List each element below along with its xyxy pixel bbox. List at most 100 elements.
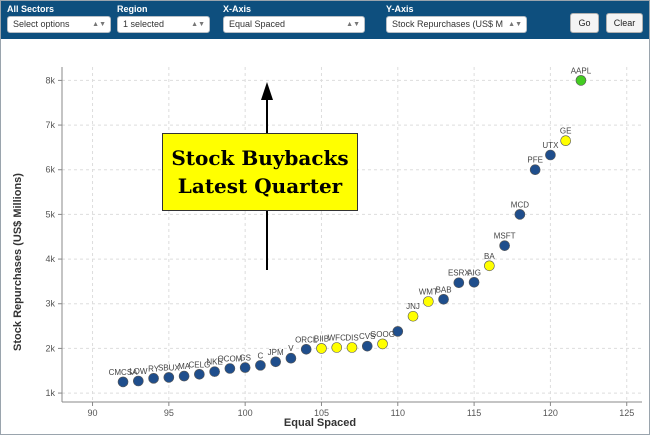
data-point <box>545 149 556 161</box>
point-label: ORCL <box>295 335 318 344</box>
data-point <box>148 373 159 384</box>
data-point <box>499 240 510 251</box>
x-tick-labels: 90 95 100 105 110 115 120 125 <box>88 408 635 418</box>
x-axis-filter-label: X-Axis <box>223 4 252 14</box>
point-label: QCOM <box>217 355 242 364</box>
region-filter: Region 1 selected ▲▼ <box>117 3 210 33</box>
point-label: MSFT <box>494 232 516 241</box>
go-button[interactable]: Go <box>570 13 599 33</box>
point-label: SBUX <box>158 363 180 372</box>
data-point <box>392 326 404 337</box>
y-tick-label: 3k <box>45 299 55 309</box>
data-point <box>346 342 358 353</box>
data-point <box>453 277 465 289</box>
annotation-line-1: Stock Buybacks <box>171 146 349 170</box>
point-label: BA <box>484 252 495 261</box>
clear-button[interactable]: Clear <box>606 13 643 33</box>
region-select-value: 1 selected <box>123 19 165 29</box>
x-tick-label: 100 <box>238 408 253 418</box>
x-tick-label: 95 <box>164 408 174 418</box>
point-label: MCD <box>511 200 529 209</box>
point-label: BIIB <box>314 334 329 343</box>
sector-select-value: Select options <box>13 19 70 29</box>
chevron-down-icon: ▲▼ <box>346 21 360 28</box>
point-label: WFC <box>328 334 346 343</box>
x-axis-select-value: Equal Spaced <box>229 19 286 29</box>
data-point <box>117 376 129 388</box>
x-tick-label: 90 <box>88 408 98 418</box>
data-point <box>285 352 297 364</box>
data-point <box>194 369 205 380</box>
data-point <box>575 75 587 86</box>
y-tick-label: 1k <box>45 388 55 398</box>
sector-filter-label: All Sectors <box>7 4 55 14</box>
data-point <box>484 260 495 272</box>
x-tick-label: 115 <box>467 408 481 418</box>
data-point <box>133 375 144 387</box>
y-tick-label: 8k <box>45 75 55 85</box>
point-label: GE <box>560 127 572 136</box>
y-axis-select-value: Stock Repurchases (US$ M <box>392 19 504 29</box>
point-label: JNJ <box>406 302 420 311</box>
y-axis-label: Stock Repurchases (US$ Millions) <box>12 173 24 351</box>
x-axis-select[interactable]: Equal Spaced ▲▼ <box>223 16 365 33</box>
y-tick-label: 4k <box>45 254 55 264</box>
point-label: GOOG <box>370 330 395 339</box>
point-label: AAPL <box>571 66 592 75</box>
chart-axes <box>58 67 642 406</box>
y-tick-label: 6k <box>45 165 55 175</box>
data-point <box>331 342 343 353</box>
point-label: BAB <box>436 285 452 294</box>
data-point <box>209 366 220 377</box>
point-label: RY <box>148 364 160 373</box>
data-point <box>316 343 327 354</box>
point-label: CMCSA <box>109 368 139 377</box>
data-point <box>514 209 526 220</box>
point-label: LOW <box>129 367 148 376</box>
y-tick-label: 7k <box>45 120 55 130</box>
y-tick-label: 2k <box>45 343 55 353</box>
sector-select[interactable]: Select options ▲▼ <box>7 16 111 33</box>
point-label: JPM <box>268 348 284 357</box>
data-point <box>361 340 373 352</box>
point-label: CELG <box>188 360 210 369</box>
data-point <box>255 360 266 371</box>
data-point <box>178 370 190 382</box>
x-tick-label: 110 <box>391 408 405 418</box>
point-label: CVS <box>359 332 375 341</box>
data-point <box>270 356 281 368</box>
chevron-down-icon: ▲▼ <box>508 21 522 28</box>
filter-toolbar: All Sectors Select options ▲▼ Region 1 s… <box>1 1 649 39</box>
x-tick-label: 105 <box>314 408 329 418</box>
chevron-down-icon: ▲▼ <box>191 21 205 28</box>
annotation-callout: Stock Buybacks Latest Quarter <box>162 133 358 211</box>
y-axis-select[interactable]: Stock Repurchases (US$ M ▲▼ <box>386 16 527 33</box>
data-point <box>438 293 449 305</box>
data-point <box>529 164 541 176</box>
point-label: C <box>258 351 264 360</box>
annotation-line-2: Latest Quarter <box>177 174 343 198</box>
sector-filter: All Sectors Select options ▲▼ <box>7 3 111 33</box>
point-label: MA <box>178 362 191 371</box>
data-point <box>468 276 480 288</box>
x-axis-label: Equal Spaced <box>284 417 356 429</box>
point-label: ESRX <box>448 269 470 278</box>
point-label: GS <box>239 354 251 363</box>
annotation-arrow-head <box>261 82 273 100</box>
scatter-chart: 90 95 100 105 110 115 120 125 1k2k3k4k5k6k7k8k … <box>12 66 642 429</box>
data-point <box>239 362 251 373</box>
point-label: V <box>288 344 294 353</box>
point-label: UTX <box>542 141 559 150</box>
point-label: DIS <box>345 334 358 343</box>
x-tick-label: 120 <box>543 408 558 418</box>
y-tick-labels: 1k 2k 3k 4k 5k 6k 7k 8k <box>45 75 55 398</box>
y-axis-filter-label: Y-Axis <box>386 4 414 14</box>
point-label: NKE <box>206 358 222 367</box>
point-label: WMT <box>419 288 438 297</box>
data-point <box>163 372 175 383</box>
data-point <box>300 343 312 355</box>
region-select[interactable]: 1 selected ▲▼ <box>117 16 210 33</box>
data-point <box>224 363 236 374</box>
point-label: AIG <box>467 268 481 277</box>
